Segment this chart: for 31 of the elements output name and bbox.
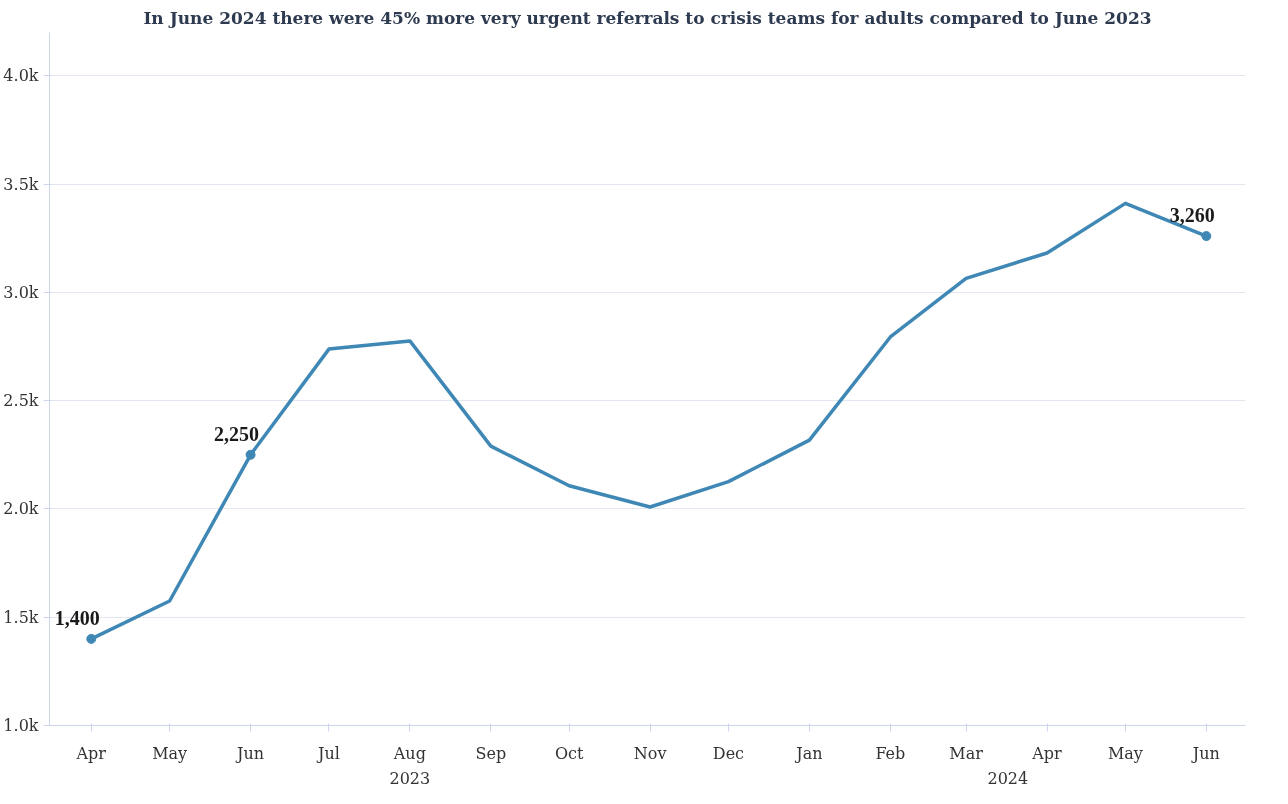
data-label: 2,250 (214, 422, 260, 445)
x-tick-label: May (152, 743, 188, 763)
point (245, 449, 256, 460)
x-tick-label: May (1107, 743, 1143, 763)
data-label: 3,260 (1169, 204, 1215, 227)
y-tick-label: 2.0k (3, 499, 39, 519)
y-tick-label: 1.5k (3, 607, 39, 627)
point (86, 633, 97, 644)
x-tick-label: Aug (392, 743, 426, 763)
y-tick-label: 4.0k (3, 66, 39, 86)
text: 2024 (987, 768, 1029, 788)
x-tick-label: Sep (475, 743, 507, 763)
y-tick-label: 3.0k (3, 282, 39, 302)
data-label: 1,400 (54, 606, 100, 629)
y-tick-label: 3.5k (3, 174, 39, 194)
x-tick-label: Oct (554, 743, 584, 763)
y-tick-label: 1.0k (3, 716, 39, 735)
x-tick-label: Jan (794, 743, 823, 763)
x-tick-label: Dec (712, 743, 745, 763)
y-tick-label: 2.5k (3, 391, 39, 411)
x-tick-label: Mar (949, 743, 984, 763)
chart-title: In June 2024 there were 45% more very urgent referrals to crisis teams for adults compared to June 2023 (143, 7, 1152, 28)
x-tick-label: Feb (875, 743, 906, 763)
x-tick-label: Jul (316, 743, 340, 763)
x-tick-label: Jun (235, 743, 265, 763)
x-tick-label: Jun (1190, 743, 1220, 763)
x-tick-label: Nov (633, 743, 667, 763)
x-tick-label: Apr (75, 743, 107, 763)
text: 2023 (389, 768, 431, 788)
point (1201, 231, 1212, 242)
x-tick-label: Apr (1031, 743, 1063, 763)
